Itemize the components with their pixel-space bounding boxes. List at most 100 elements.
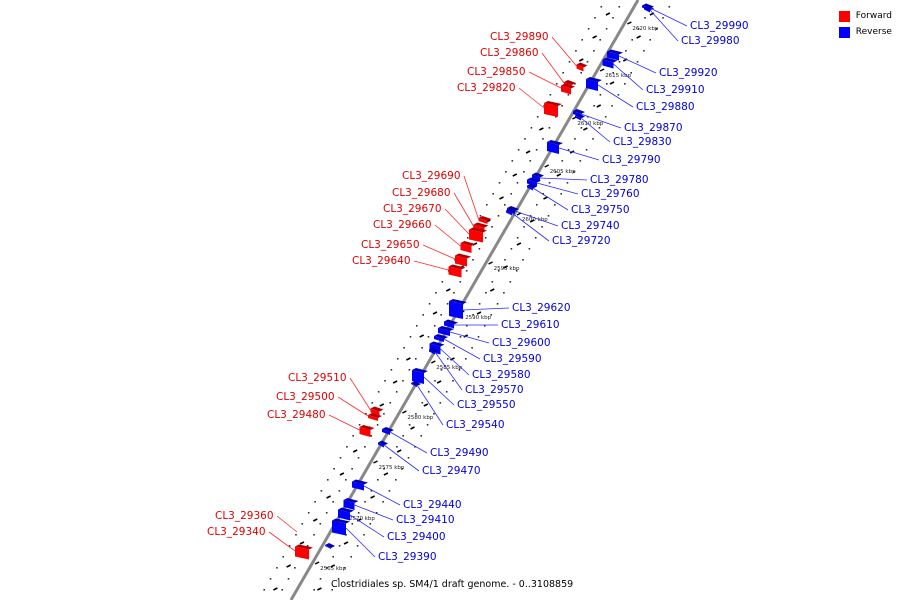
gene-cl3_29890[interactable] bbox=[576, 62, 588, 72]
guide-dot bbox=[542, 193, 544, 195]
gene-front-face bbox=[352, 481, 364, 491]
gene-label[interactable]: CL3_29540 bbox=[446, 419, 505, 431]
gene-label[interactable]: CL3_29750 bbox=[571, 204, 630, 216]
gene-label[interactable]: CL3_29480 bbox=[267, 409, 326, 421]
gene-cl3_29610[interactable] bbox=[444, 319, 458, 329]
gene-cl3_29720[interactable] bbox=[506, 208, 516, 216]
gene-label[interactable]: CL3_29690 bbox=[402, 170, 461, 182]
gene-cl3_29500[interactable] bbox=[368, 413, 382, 421]
guide-dot bbox=[492, 193, 494, 195]
gene-cl3_29880[interactable] bbox=[586, 77, 602, 91]
scale-tick-mark bbox=[544, 164, 550, 168]
gene-label[interactable]: CL3_29790 bbox=[602, 154, 661, 166]
gene-label[interactable]: CL3_29760 bbox=[581, 188, 640, 200]
gene-label[interactable]: CL3_29410 bbox=[396, 514, 455, 526]
gene-cl3_29830[interactable] bbox=[575, 113, 585, 121]
scale-tick-label: 2565 kbp bbox=[320, 566, 346, 572]
guide-dot bbox=[363, 534, 365, 536]
gene-label[interactable]: CL3_29660 bbox=[373, 219, 432, 231]
gene-cl3_29410[interactable] bbox=[343, 498, 359, 510]
gene-label[interactable]: CL3_29820 bbox=[457, 82, 516, 94]
gene-label[interactable]: CL3_29490 bbox=[430, 447, 489, 459]
gene-cl3_29490[interactable] bbox=[382, 427, 394, 435]
gene-cl3_29920[interactable] bbox=[607, 49, 623, 61]
gene-label[interactable]: CL3_29470 bbox=[422, 465, 481, 477]
gene-cl3_29650[interactable] bbox=[455, 253, 471, 267]
gene-label[interactable]: CL3_29990 bbox=[690, 20, 749, 32]
gene-cl3_29590[interactable] bbox=[434, 334, 448, 342]
gene-cl3_29600[interactable] bbox=[438, 326, 454, 336]
gene-cl3_29470[interactable] bbox=[378, 440, 388, 448]
guide-dot bbox=[504, 204, 506, 206]
gene-label[interactable]: CL3_29610 bbox=[501, 319, 560, 331]
guide-dot bbox=[319, 523, 322, 525]
gene-label[interactable]: CL3_29830 bbox=[613, 136, 672, 148]
gene-label[interactable]: CL3_29670 bbox=[383, 203, 442, 215]
gene-cl3_29620[interactable] bbox=[449, 299, 467, 319]
gene-leader-line bbox=[416, 384, 444, 426]
gene-label[interactable]: CL3_29720 bbox=[552, 235, 611, 247]
gene-cl3_29790[interactable] bbox=[547, 140, 563, 154]
gene-cl3_29510[interactable] bbox=[370, 406, 384, 416]
gene-cl3_29390[interactable] bbox=[332, 518, 350, 536]
guide-dot bbox=[395, 479, 397, 481]
gene-leader-line bbox=[444, 208, 470, 235]
gene-top-face bbox=[607, 49, 623, 55]
gene-label[interactable]: CL3_29850 bbox=[467, 66, 526, 78]
gene-cl3_29440[interactable] bbox=[352, 479, 368, 491]
gene-label[interactable]: CL3_29360 bbox=[215, 510, 274, 522]
gene-label[interactable]: CL3_29860 bbox=[480, 47, 539, 59]
gene-label[interactable]: CL3_29870 bbox=[624, 122, 683, 134]
gene-label[interactable]: CL3_29890 bbox=[490, 31, 549, 43]
gene-label[interactable]: CL3_29910 bbox=[646, 84, 705, 96]
gene-feature-unlabeled[interactable] bbox=[325, 543, 335, 549]
gene-label[interactable]: CL3_29680 bbox=[392, 187, 451, 199]
guide-dot bbox=[529, 215, 532, 217]
guide-dot bbox=[369, 523, 372, 525]
guide-dot bbox=[459, 336, 462, 338]
gene-label[interactable]: CL3_29570 bbox=[465, 384, 524, 396]
tick-dash bbox=[396, 449, 402, 453]
gene-label[interactable]: CL3_29980 bbox=[681, 35, 740, 47]
gene-label[interactable]: CL3_29390 bbox=[378, 551, 437, 563]
gene-label[interactable]: CL3_29640 bbox=[352, 255, 411, 267]
gene-label[interactable]: CL3_29620 bbox=[512, 302, 571, 314]
guide-dot bbox=[314, 501, 316, 503]
guide-dot bbox=[466, 237, 469, 239]
gene-cl3_29670[interactable] bbox=[469, 227, 487, 243]
gene-label[interactable]: CL3_29550 bbox=[457, 399, 516, 411]
gene-cl3_29910[interactable] bbox=[602, 57, 618, 69]
gene-label[interactable]: CL3_29510 bbox=[288, 372, 347, 384]
gene-label[interactable]: CL3_29650 bbox=[361, 239, 420, 251]
gene-cl3_29760[interactable] bbox=[527, 177, 541, 187]
gene-label[interactable]: CL3_29400 bbox=[387, 531, 446, 543]
gene-cl3_29340[interactable] bbox=[295, 544, 313, 560]
gene-label[interactable]: CL3_29780 bbox=[590, 174, 649, 186]
gene-cl3_29640[interactable] bbox=[448, 264, 466, 278]
gene-cl3_29850[interactable] bbox=[561, 83, 575, 95]
gene-label[interactable]: CL3_29340 bbox=[207, 526, 266, 538]
gene-cl3_29750[interactable] bbox=[527, 183, 537, 191]
gene-label[interactable]: CL3_29440 bbox=[403, 499, 462, 511]
gene-cl3_29980[interactable] bbox=[644, 5, 654, 13]
gene-cl3_29660[interactable] bbox=[460, 241, 476, 253]
gene-cl3_29550[interactable] bbox=[412, 368, 428, 384]
guide-dot bbox=[313, 589, 315, 591]
guide-dot bbox=[522, 259, 524, 261]
gene-label[interactable]: CL3_29880 bbox=[636, 101, 695, 113]
gene-label[interactable]: CL3_29920 bbox=[659, 67, 718, 79]
gene-cl3_29690[interactable] bbox=[478, 216, 492, 224]
gene-leader-line bbox=[649, 7, 688, 27]
gene-label[interactable]: CL3_29590 bbox=[483, 353, 542, 365]
gene-label[interactable]: CL3_29580 bbox=[472, 369, 531, 381]
gene-cl3_29820[interactable] bbox=[544, 101, 562, 117]
gene-cl3_29480[interactable] bbox=[359, 425, 375, 437]
gene-label[interactable]: CL3_29600 bbox=[492, 337, 551, 349]
gene-label[interactable]: CL3_29500 bbox=[276, 391, 335, 403]
gene-cl3_29400[interactable] bbox=[338, 507, 354, 521]
gene-cl3_29570[interactable] bbox=[429, 347, 439, 355]
gene-label[interactable]: CL3_29740 bbox=[561, 220, 620, 232]
gene-front-face bbox=[338, 509, 350, 521]
gene-cl3_29540[interactable] bbox=[411, 381, 421, 387]
scale-tick-label: 2605 kbp bbox=[550, 169, 576, 175]
